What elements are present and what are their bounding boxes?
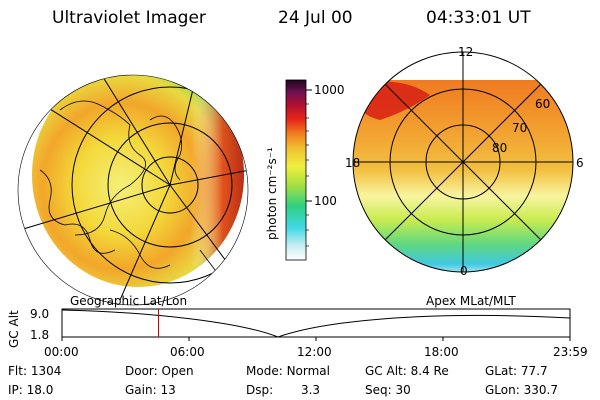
seq-value: 30 — [395, 383, 411, 397]
altitude-xtick: 06:00 — [170, 345, 205, 359]
altitude-xtick: 18:00 — [424, 345, 459, 359]
door-value: Open — [161, 364, 194, 378]
instrument-title: Ultraviolet Imager — [52, 8, 206, 28]
dsp-value: 3.3 — [300, 383, 321, 397]
ip-value: 18.0 — [26, 383, 54, 397]
colorbar-tick-100: 100 — [314, 194, 337, 208]
door-label: Door: — [125, 364, 158, 378]
altitude-xtick: 12:00 — [297, 345, 332, 359]
gain-label: Gain: — [125, 383, 157, 397]
ip-label: IP: — [8, 383, 23, 397]
glon-value: 330.7 — [523, 383, 558, 397]
altitude-ytick-9: 9.0 — [30, 307, 50, 321]
geographic-caption: Geographic Lat/Lon — [70, 294, 188, 308]
altitude-xtick: 00:00 — [44, 345, 79, 359]
altitude-xtick: 23:59 — [553, 345, 588, 359]
colorbar-unit-label: photon cm⁻²s⁻¹ — [265, 147, 279, 240]
mlt-label-12: 12 — [458, 45, 474, 59]
colorbar — [285, 79, 312, 261]
altitude-ytick-1.8: 1.8 — [30, 328, 50, 342]
dsp-label: Dsp: — [246, 383, 274, 397]
flt-label: Flt: — [8, 364, 27, 378]
mlat-label-70: 70 — [512, 121, 528, 135]
mlt-label-6: 6 — [576, 156, 584, 170]
flt-value: 1304 — [30, 364, 62, 378]
mlt-label-0: 0 — [460, 264, 468, 278]
altitude-plot — [61, 308, 571, 341]
mode-label: Mode: — [246, 364, 283, 378]
seq-label: Seq: — [365, 383, 392, 397]
gain-value: 13 — [160, 383, 176, 397]
altitude-ylabel: GC Alt — [7, 310, 21, 348]
mlt-label-18: 18 — [345, 156, 361, 170]
mode-value: Normal — [286, 364, 330, 378]
apex-map — [352, 51, 574, 273]
gc-alt-value: 8.4 Re — [410, 364, 449, 378]
image-time: 04:33:01 UT — [426, 8, 531, 28]
glat-value: 77.7 — [520, 364, 548, 378]
apex-caption: Apex MLat/MLT — [426, 294, 516, 308]
colorbar-tick-1000: 1000 — [314, 83, 345, 97]
glon-label: GLon: — [485, 383, 520, 397]
mlat-label-60: 60 — [535, 97, 551, 111]
image-date: 24 Jul 00 — [278, 8, 353, 28]
glat-label: GLat: — [485, 364, 518, 378]
gc-alt-label: GC Alt: — [365, 364, 407, 378]
mlat-label-80: 80 — [492, 141, 508, 155]
geographic-map — [19, 75, 248, 301]
